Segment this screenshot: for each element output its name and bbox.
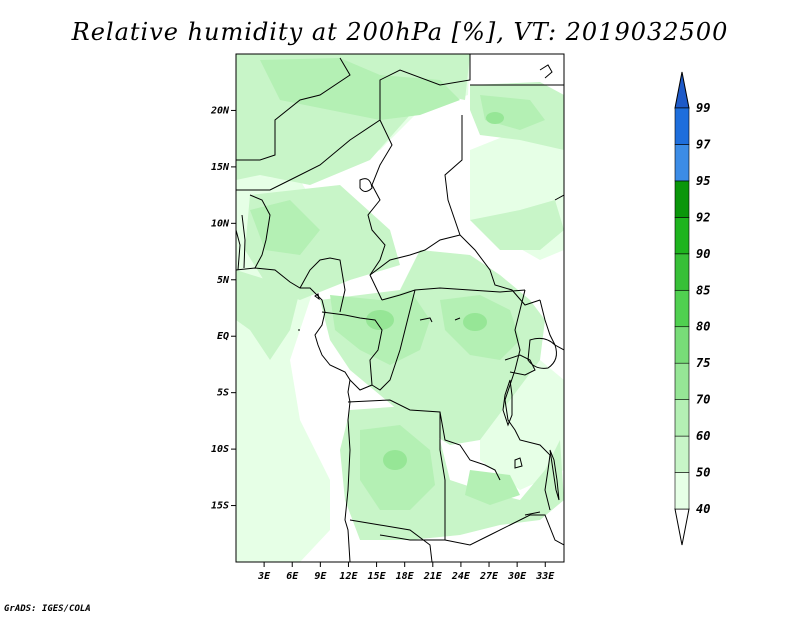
lat-tick-label: 10S (211, 444, 229, 455)
lat-tick-label: 20N (210, 105, 230, 116)
colorbar-label: 75 (696, 356, 710, 370)
border-uganda-kenya (539, 299, 564, 351)
colorbar: 40 50 60 70 75 80 85 90 92 95 97 99 (674, 71, 711, 546)
lon-tick-label: 21E (423, 571, 443, 582)
border-sahel (236, 57, 351, 161)
border-togo-ghana (236, 229, 241, 271)
lon-tick-label: 18E (396, 571, 415, 582)
colorbar-label: 70 (696, 393, 710, 407)
map-title: Relative humidity at 200hPa [%], VT: 201… (71, 18, 729, 46)
lake-small-2 (454, 317, 461, 321)
lon-tick-label: 9E (314, 571, 327, 582)
colorbar-segment (674, 253, 690, 291)
footer-credit: GrADS: IGES/COLA (4, 604, 91, 614)
colorbar-segment (674, 144, 690, 182)
colorbar-top-arrow (674, 71, 690, 109)
colorbar-segment (674, 180, 690, 218)
lake-malawi (549, 449, 560, 501)
lon-tick-label: 3E (257, 571, 271, 582)
lon-tick-label: 33E (535, 571, 555, 582)
longitude-axis: 3E 6E 9E 12E 15E 18E 21E 24E 27E 30E 33E (257, 562, 555, 582)
border-lake-chad (359, 178, 373, 192)
colorbar-segment (674, 217, 690, 255)
border-gabon-congo (321, 311, 383, 391)
border-cameroon (299, 257, 346, 313)
lon-tick-label: 24E (451, 571, 471, 582)
country-borders (236, 54, 564, 562)
lon-tick-label: 27E (479, 571, 499, 582)
border-chad-sudan (367, 119, 393, 301)
colorbar-segment (674, 472, 690, 510)
lon-tick-label: 30E (507, 571, 527, 582)
border-south-sudan-ethiopia (554, 194, 564, 201)
lat-tick-label: 10N (211, 218, 230, 229)
latitude-axis: 20N 15N 10N 5N EQ 5S 10S 15S (210, 105, 236, 512)
lon-tick-label: 6E (286, 571, 299, 582)
island-bioko (314, 293, 320, 301)
border-east-africa (504, 289, 551, 511)
border-namibia (349, 519, 433, 562)
coastline-west-africa (236, 267, 351, 562)
lake-small-3 (514, 457, 523, 469)
border-nigeria (249, 194, 271, 269)
plot-frame (235, 53, 565, 563)
border-angola-zambia (379, 412, 446, 541)
border-congo-drc (371, 289, 416, 391)
border-drc-angola (347, 399, 501, 481)
colorbar-label: 60 (696, 429, 710, 443)
lon-tick-label: 12E (339, 571, 358, 582)
colorbar-label: 80 (696, 320, 710, 334)
colorbar-bottom-arrow (674, 508, 690, 546)
border-zambia-south (444, 514, 564, 546)
lat-tick-label: 5N (217, 275, 230, 286)
lake-small-1 (419, 317, 433, 323)
lat-tick-label: 5S (217, 388, 229, 399)
colorbar-segment (674, 362, 690, 400)
lake-victoria (527, 337, 557, 369)
lat-tick-label: EQ (217, 331, 229, 342)
border-car (369, 234, 461, 276)
colorbar-label: 90 (696, 247, 710, 261)
colorbar-label: 50 (696, 466, 710, 480)
colorbar-segment (674, 107, 690, 145)
colorbar-label: 92 (696, 210, 710, 224)
colorbar-label-top: 99 (696, 101, 710, 115)
border-sudan-east (444, 115, 541, 306)
lake-tanganyika (502, 379, 513, 427)
colorbar-label: 95 (696, 174, 710, 188)
border-car-drc (381, 287, 526, 301)
colorbar-segment (674, 326, 690, 364)
lake-small-4 (524, 511, 541, 516)
colorbar-label: 40 (696, 502, 710, 516)
lat-tick-label: 15S (211, 501, 229, 512)
border-benin (241, 214, 246, 269)
lat-tick-label: 15N (211, 162, 230, 173)
colorbar-label: 85 (696, 283, 710, 297)
lon-tick-label: 15E (368, 571, 387, 582)
colorbar-segment (674, 435, 690, 473)
humidity-field (236, 54, 564, 562)
field-level-70 (366, 112, 504, 470)
red-sea-coast (539, 64, 553, 79)
colorbar-segment (674, 399, 690, 437)
colorbar-segment (674, 289, 690, 328)
colorbar-label: 97 (696, 137, 711, 151)
